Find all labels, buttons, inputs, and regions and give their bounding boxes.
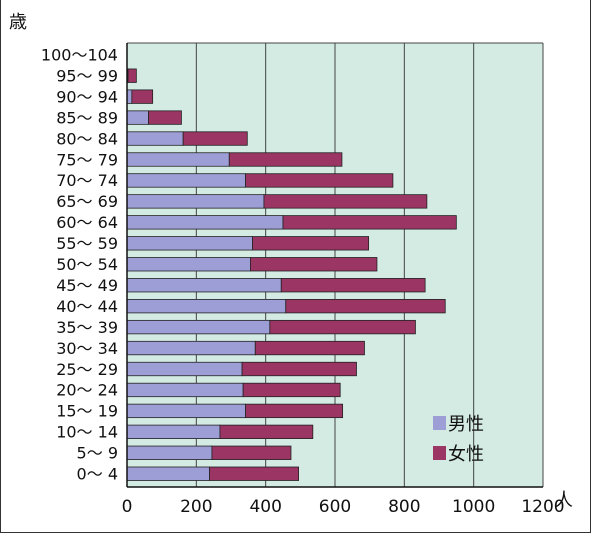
bar-female: [241, 361, 357, 377]
y-axis-unit: 歳: [9, 12, 27, 33]
bar-male: [126, 236, 253, 251]
bar-female: [280, 278, 426, 293]
category-label: 75〜 79: [56, 150, 118, 169]
bar-female: [245, 403, 344, 419]
bar-female: [242, 382, 341, 398]
category-labels: 0〜 4 5〜 9 10〜 14 15〜 19 20〜 24 25〜 29 30〜 34 35…: [41, 46, 118, 484]
category-label: 100〜104: [41, 46, 118, 65]
category-label: 80〜 84: [56, 129, 118, 148]
bar-male: [126, 445, 213, 460]
bar-male: [126, 466, 210, 481]
bar-male: [126, 361, 243, 377]
category-label: 5〜 9: [77, 444, 118, 463]
bar-male: [126, 152, 230, 167]
bar-male: [126, 278, 282, 293]
category-label: 50〜 54: [56, 255, 118, 274]
bar-female: [282, 215, 457, 230]
category-label: 70〜 74: [56, 171, 118, 190]
bar-female: [269, 319, 416, 335]
bar-female: [263, 194, 428, 209]
x-axis-unit: 人: [555, 490, 573, 511]
category-label: 55〜 59: [56, 234, 118, 253]
bar-male: [126, 194, 265, 209]
category-label: 85〜 89: [56, 108, 118, 127]
bar-male: [126, 319, 271, 335]
bar-female: [254, 340, 365, 356]
bar-male: [126, 173, 246, 188]
bar-male: [126, 382, 244, 398]
bars: [126, 68, 457, 481]
legend-swatch-female: [433, 446, 446, 460]
legend-label-female: 女性: [448, 444, 484, 465]
x-tick-label: 200: [180, 497, 212, 517]
bar-male: [126, 110, 149, 125]
category-label: 65〜 69: [56, 192, 118, 211]
x-tick-labels: 0 200 400 600 800 1000 1200: [122, 497, 565, 517]
legend: 男性 女性: [433, 414, 484, 465]
legend-label-male: 男性: [448, 414, 484, 435]
bar-female: [127, 68, 137, 83]
bar-female: [148, 110, 182, 125]
category-label: 45〜 49: [56, 276, 118, 295]
category-label: 10〜 14: [56, 423, 118, 442]
category-label: 25〜 29: [56, 360, 118, 379]
bar-female: [182, 131, 248, 146]
category-label: 30〜 34: [56, 339, 118, 358]
category-label: 0〜 4: [77, 465, 118, 484]
category-label: 95〜 99: [56, 66, 118, 85]
category-label: 60〜 64: [56, 213, 118, 232]
category-label: 40〜 44: [56, 297, 118, 316]
x-tick-label: 400: [249, 497, 281, 517]
x-tick-label: 800: [388, 497, 420, 517]
bar-male: [126, 298, 287, 314]
bar-female: [252, 236, 370, 251]
bar-male: [126, 403, 246, 419]
bar-female: [285, 298, 446, 314]
bar-female: [209, 466, 299, 481]
bar-female: [131, 89, 154, 104]
bar-female: [245, 173, 394, 188]
bar-female: [228, 152, 343, 167]
x-tick-label: 1000: [452, 497, 495, 517]
x-tick-label: 1200: [521, 497, 564, 517]
bar-female: [219, 424, 314, 440]
bar-male: [126, 424, 221, 440]
bar-male: [126, 257, 251, 272]
category-label: 15〜 19: [56, 402, 118, 421]
x-tick-label: 0: [122, 497, 133, 517]
bar-male: [126, 215, 284, 230]
legend-swatch-male: [433, 416, 446, 430]
category-label: 20〜 24: [56, 381, 118, 400]
category-label: 35〜 39: [56, 318, 118, 337]
bar-male: [126, 131, 184, 146]
bar-male: [126, 340, 256, 356]
x-tick-label: 600: [319, 497, 351, 517]
bar-female: [250, 257, 378, 272]
bar-female: [211, 445, 292, 460]
category-label: 90〜 94: [56, 87, 118, 106]
